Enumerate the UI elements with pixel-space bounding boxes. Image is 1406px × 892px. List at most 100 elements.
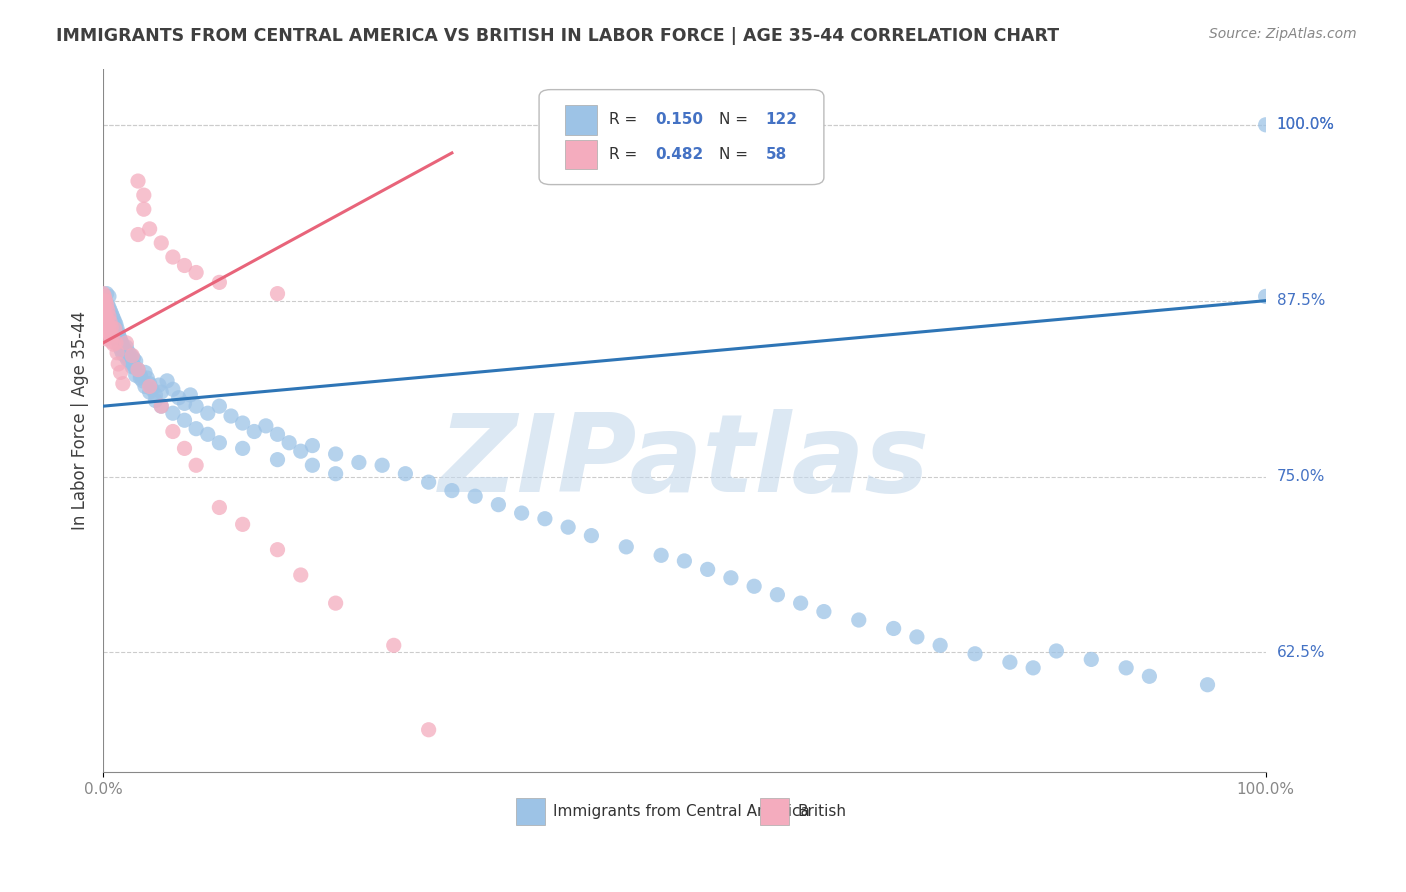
Point — [266, 452, 288, 467]
Point — [173, 396, 195, 410]
Point — [125, 368, 148, 383]
Point — [111, 347, 134, 361]
Point — [111, 339, 134, 353]
Point — [121, 357, 143, 371]
Point — [97, 303, 120, 318]
Point — [290, 444, 312, 458]
Point — [93, 301, 115, 315]
Point — [110, 365, 132, 379]
Point — [134, 379, 156, 393]
Point — [103, 337, 125, 351]
Point — [107, 326, 129, 340]
Point — [486, 498, 509, 512]
Point — [1254, 118, 1277, 132]
Point — [100, 315, 122, 329]
Point — [124, 359, 146, 374]
Point — [266, 286, 288, 301]
Point — [96, 298, 118, 312]
Point — [1254, 289, 1277, 303]
Point — [121, 349, 143, 363]
Point — [371, 458, 394, 473]
Point — [150, 399, 173, 413]
Point — [105, 332, 128, 346]
Point — [127, 174, 149, 188]
Point — [125, 354, 148, 368]
Point — [100, 306, 122, 320]
Text: IMMIGRANTS FROM CENTRAL AMERICA VS BRITISH IN LABOR FORCE | AGE 35-44 CORRELATIO: IMMIGRANTS FROM CENTRAL AMERICA VS BRITI… — [56, 27, 1059, 45]
Point — [278, 435, 301, 450]
Point — [115, 335, 138, 350]
Point — [184, 399, 207, 413]
Point — [208, 435, 231, 450]
Point — [112, 342, 135, 356]
Point — [127, 227, 149, 242]
Point — [97, 322, 120, 336]
Point — [138, 222, 160, 236]
Point — [301, 458, 323, 473]
Point — [115, 349, 138, 363]
Point — [883, 622, 905, 636]
Point — [98, 312, 121, 326]
Point — [232, 416, 254, 430]
Point — [963, 647, 986, 661]
Point — [696, 562, 718, 576]
Point — [150, 235, 173, 250]
Point — [129, 371, 152, 385]
Point — [132, 188, 155, 202]
Point — [150, 399, 173, 413]
Point — [91, 293, 114, 308]
Point — [673, 554, 696, 568]
Point — [1115, 661, 1137, 675]
Point — [101, 309, 124, 323]
Point — [111, 376, 134, 391]
Point — [232, 442, 254, 456]
Point — [167, 391, 190, 405]
Point — [1080, 652, 1102, 666]
Point — [97, 289, 120, 303]
Point — [104, 326, 127, 340]
Point — [96, 323, 118, 337]
Point — [98, 328, 121, 343]
Bar — [761, 798, 789, 825]
Point — [325, 467, 347, 481]
Point — [141, 382, 163, 396]
Point — [91, 320, 114, 334]
Point — [105, 345, 128, 359]
Point — [107, 334, 129, 349]
Point — [173, 442, 195, 456]
Text: 75.0%: 75.0% — [1277, 469, 1324, 484]
Point — [905, 630, 928, 644]
Point — [105, 328, 128, 343]
Point — [129, 368, 152, 383]
Point — [93, 323, 115, 337]
Point — [418, 475, 440, 490]
Point — [94, 320, 117, 334]
Text: 0.482: 0.482 — [655, 147, 703, 161]
Point — [720, 571, 742, 585]
Point — [118, 354, 141, 368]
Point — [1045, 644, 1067, 658]
Point — [929, 638, 952, 652]
Point — [156, 374, 179, 388]
Point — [382, 638, 405, 652]
Point — [184, 458, 207, 473]
Point — [1022, 661, 1045, 675]
Point — [742, 579, 765, 593]
Bar — [516, 798, 546, 825]
Point — [104, 320, 127, 334]
Point — [104, 323, 127, 337]
Point — [208, 276, 231, 290]
Point — [325, 447, 347, 461]
Point — [301, 439, 323, 453]
Point — [127, 362, 149, 376]
Point — [131, 374, 153, 388]
Point — [94, 293, 117, 308]
Text: Immigrants from Central America: Immigrants from Central America — [553, 804, 810, 819]
Point — [110, 333, 132, 347]
Point — [91, 286, 114, 301]
Text: Source: ZipAtlas.com: Source: ZipAtlas.com — [1209, 27, 1357, 41]
Point — [347, 455, 370, 469]
Point — [208, 399, 231, 413]
Point — [766, 588, 789, 602]
Point — [97, 301, 120, 315]
